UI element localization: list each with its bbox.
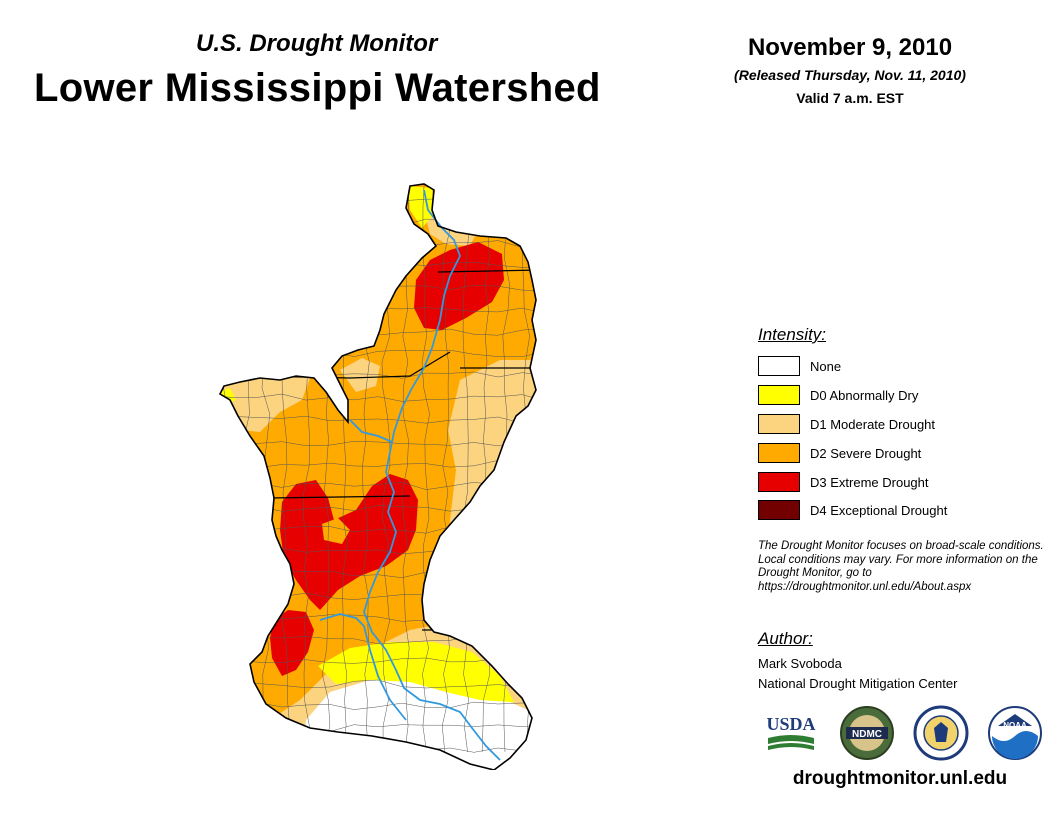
legend-swatch-d4 [758,500,800,520]
county-line-h [220,196,536,204]
county-line-h [220,218,536,227]
county-line-h [220,415,536,424]
legend-swatch-d1 [758,414,800,434]
zone-d0-la-band [318,642,514,704]
valid-time: Valid 7 a.m. EST [796,90,904,106]
zone-d1-ar-central [340,358,380,392]
legend-label-none: None [810,358,842,374]
drought-map [219,180,550,770]
map-subtitle: U.S. Drought Monitor [196,30,438,57]
county-line-h [220,393,536,402]
zone-d3-north [414,242,504,330]
legend-label-d1: D1 Moderate Drought [810,416,936,432]
legend-swatch-d2 [758,443,800,463]
website-link[interactable]: droughtmonitor.unl.edu [792,768,1008,789]
zone-d1-ms-east [448,360,536,620]
legend-item-d0: D0 Abnormally Dry [758,384,918,406]
ndmc-logo-text: NDMC [852,729,882,740]
map-title: Lower Mississippi Watershed [34,66,601,110]
county-line-v [542,180,550,752]
state-line-tn-ms [437,269,536,273]
legend-item-d4: D4 Exceptional Drought [758,499,947,521]
county-line-v [462,184,470,753]
county-line-v [241,184,250,753]
zone-d0-mo-tip [408,186,434,228]
red-river [319,613,365,627]
partner-logos: USDA NDMC NOAA [762,704,1052,766]
legend-label-d2: D2 Severe Drought [810,445,922,461]
disclaimer-note: The Drought Monitor focuses on broad-sca… [758,540,1044,593]
county-line-h [220,441,536,447]
legend-label-d4: D4 Exceptional Drought [810,502,948,518]
release-date: (Released Thursday, Nov. 11, 2010) [734,67,966,83]
noaa-logo: NOAA [988,706,1042,760]
legend-item-d2: D2 Severe Drought [758,442,921,464]
legend-heading: Intensity: [758,325,827,344]
county-line-v [441,184,450,753]
legend-item-none: None [758,355,841,377]
noaa-logo-text: NOAA [1003,721,1027,730]
legend-swatch-none [758,356,800,376]
author-name: Mark Svoboda [758,656,842,671]
zone-d3-la-west [270,610,314,676]
legend-label-d0: D0 Abnormally Dry [810,387,919,403]
legend-label-d3: D3 Extreme Drought [810,474,929,490]
doc-seal-logo [913,705,969,761]
legend-swatch-d0 [758,385,800,405]
atchafalaya-river [363,625,407,721]
state-line-ar-la [269,495,411,499]
usda-logo: USDA [766,714,816,750]
zone-d2-island [322,518,350,544]
author-org: National Drought Mitigation Center [758,676,958,691]
legend-item-d3: D3 Extreme Drought [758,471,929,493]
county-line-v [221,184,230,753]
author-heading: Author: [758,629,813,648]
ndmc-logo: NDMC [840,706,894,760]
rivers [319,189,501,761]
legend-swatch-d3 [758,472,800,492]
mississippi-river [363,189,501,761]
usda-logo-text: USDA [766,714,815,734]
arkansas-river [349,419,393,443]
map-date: November 9, 2010 [747,34,953,61]
legend-item-d1: D1 Moderate Drought [758,413,935,435]
